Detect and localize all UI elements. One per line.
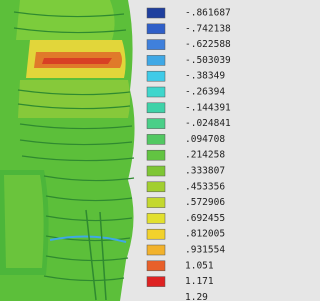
color-swatch: [147, 103, 165, 113]
legend-label: .812005: [185, 229, 225, 240]
legend-label: -.742138: [185, 23, 231, 34]
screenshot: -.861687 -.742138 -.622588 -.503039 -.38349 -…: [0, 0, 251, 301]
color-swatch: [147, 198, 165, 208]
color-swatch: [147, 213, 165, 223]
legend-label: 1.171: [185, 276, 214, 287]
legend-label: -.503039: [185, 55, 231, 66]
legend-label: .692455: [185, 213, 225, 224]
color-swatch: [147, 87, 165, 97]
color-swatch: [147, 277, 165, 287]
color-swatch: [147, 8, 165, 18]
color-swatch: [147, 182, 165, 192]
legend-label: .453356: [185, 181, 225, 192]
color-swatch: [147, 261, 165, 271]
page: -.861687 -.742138 -.622588 -.503039 -.38349 -…: [0, 0, 251, 301]
color-swatch: [147, 166, 165, 176]
color-swatch: [147, 55, 165, 65]
legend-label: -.861687: [185, 8, 231, 19]
color-swatch: [147, 229, 165, 239]
legend-label: .094708: [185, 134, 225, 145]
legend-label: .214258: [185, 150, 225, 161]
legend-label: -.622588: [185, 39, 231, 50]
legend-label: -.38349: [185, 71, 225, 82]
color-swatch: [147, 71, 165, 81]
legend-label: .572906: [185, 197, 225, 208]
legend-label: -.26394: [185, 87, 225, 98]
color-swatch: [147, 119, 165, 129]
color-swatch: [147, 150, 165, 160]
legend-label: -.144391: [185, 102, 231, 113]
legend-label: 1.051: [185, 260, 214, 271]
color-swatch: [147, 245, 165, 255]
legend-label: -.024841: [185, 118, 231, 129]
legend-label: 1.29: [185, 292, 208, 301]
model-render: [0, 0, 135, 301]
color-swatch: [147, 134, 165, 144]
legend-label: .931554: [185, 245, 225, 256]
color-swatch: [147, 24, 165, 34]
legend-label: .333807: [185, 166, 225, 177]
color-swatch: [147, 40, 165, 50]
